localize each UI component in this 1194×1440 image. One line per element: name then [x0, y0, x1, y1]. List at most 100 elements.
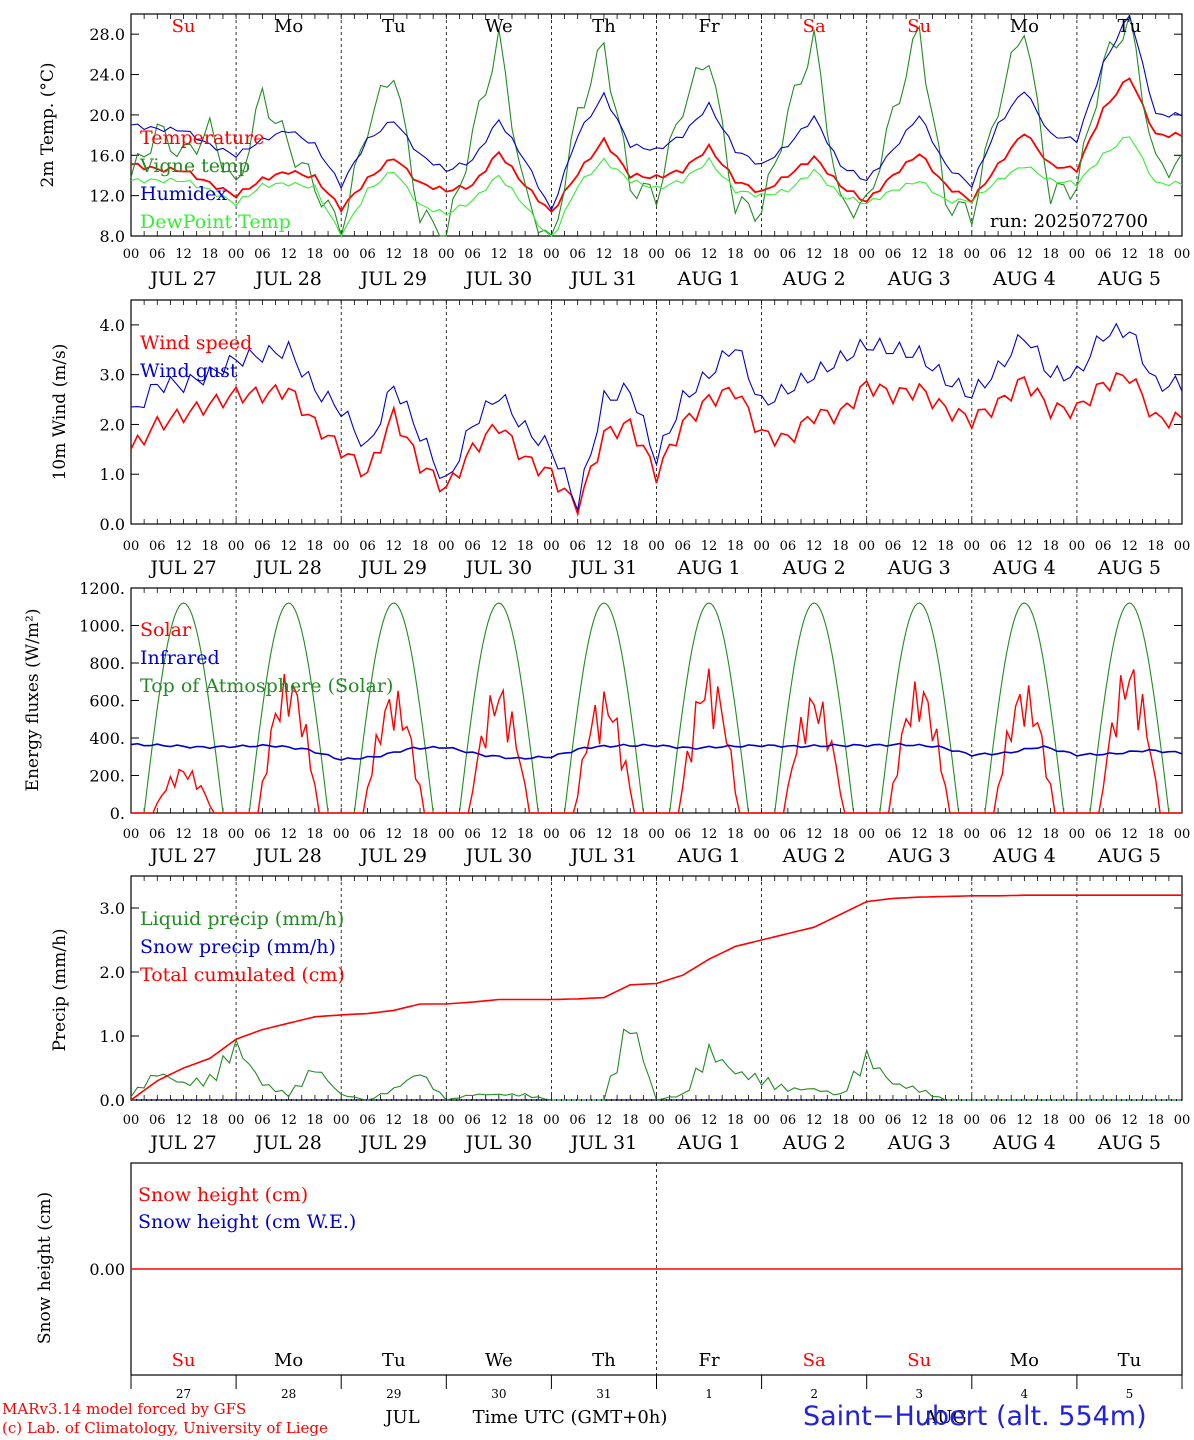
precip-legend-0: Liquid precip (mm/h): [140, 908, 344, 930]
energy-date-label: AUG 1: [677, 845, 741, 867]
temp-series-dewpoint-temp: [130, 136, 1183, 238]
temp-hour-label: 12: [491, 247, 508, 262]
precip-hour-label: 12: [175, 1113, 192, 1128]
wind-hour-label: 00: [123, 539, 140, 554]
temp-hour-label: 18: [1147, 247, 1164, 262]
energy-hour-label: 00: [858, 827, 875, 842]
precip-hour-label: 18: [307, 1113, 324, 1128]
temp-hour-label: 18: [727, 247, 744, 262]
bottom-date-label: 31: [596, 1387, 611, 1401]
temp-ytick-label: 28.0: [89, 25, 125, 44]
wind-hour-label: 06: [675, 539, 692, 554]
energy-hour-label: 06: [254, 827, 271, 842]
temp-hour-label: 00: [858, 247, 875, 262]
energy-hour-label: 12: [911, 827, 928, 842]
wind-hour-label: 00: [753, 539, 770, 554]
snow-legend-0: Snow height (cm): [138, 1184, 308, 1206]
precip-hour-label: 06: [569, 1113, 586, 1128]
energy-hour-label: 00: [333, 827, 350, 842]
energy-hour-label: 18: [727, 827, 744, 842]
energy-date-label: JUL 27: [148, 845, 216, 867]
energy-hour-label: 06: [675, 827, 692, 842]
energy-hour-label: 12: [385, 827, 402, 842]
temp-hour-label: 12: [701, 247, 718, 262]
temp-hour-label: 12: [1016, 247, 1033, 262]
precip-hour-label: 00: [753, 1113, 770, 1128]
energy-hour-label: 00: [964, 827, 981, 842]
energy-hour-label: 12: [596, 827, 613, 842]
wind-date-label: AUG 5: [1097, 557, 1161, 579]
energy-ytick-label: 800.: [89, 654, 125, 673]
precip-hour-label: 06: [464, 1113, 481, 1128]
wind-hour-label: 12: [1016, 539, 1033, 554]
energy-ytick-label: 1200.: [79, 579, 125, 598]
precip-date-label: JUL 31: [569, 1132, 637, 1154]
precip-ytick-label: 2.0: [100, 963, 125, 982]
energy-hour-label: 00: [753, 827, 770, 842]
energy-hour-label: 00: [438, 827, 455, 842]
wind-hour-label: 06: [885, 539, 902, 554]
wind-hour-label: 00: [648, 539, 665, 554]
temp-day-label: Fr: [699, 16, 720, 37]
precip-series-total: [130, 894, 1182, 1101]
wind-date-label: JUL 29: [359, 557, 427, 579]
precip-hour-label: 00: [543, 1113, 560, 1128]
precip-hour-label: 12: [385, 1113, 402, 1128]
temp-hour-label: 12: [596, 247, 613, 262]
precip-hour-label: 18: [727, 1113, 744, 1128]
wind-hour-label: 12: [806, 539, 823, 554]
temp-date-label: AUG 2: [782, 268, 846, 290]
energy-ytick-label: 400.: [89, 729, 125, 748]
energy-legend-2: Top of Atmosphere (Solar): [140, 675, 393, 697]
snow-legend-1: Snow height (cm W.E.): [138, 1211, 356, 1233]
temp-hour-label: 12: [911, 247, 928, 262]
precip-hour-label: 18: [1147, 1113, 1164, 1128]
temp-hour-label: 00: [1174, 247, 1191, 262]
wind-hour-label: 18: [202, 539, 219, 554]
energy-date-label: AUG 2: [782, 845, 846, 867]
temp-ytick-label: 16.0: [89, 146, 125, 165]
wind-hour-label: 18: [1042, 539, 1059, 554]
bottom-day-label: We: [485, 1350, 513, 1371]
energy-hour-label: 06: [464, 827, 481, 842]
wind-hour-label: 00: [858, 539, 875, 554]
temp-day-label: We: [485, 16, 513, 37]
wind-hour-label: 12: [911, 539, 928, 554]
energy-ylabel: Energy fluxes (W/m²): [23, 609, 43, 792]
precip-hour-label: 12: [280, 1113, 297, 1128]
energy-hour-label: 12: [806, 827, 823, 842]
precip-hour-label: 06: [885, 1113, 902, 1128]
precip-date-label: AUG 2: [782, 1132, 846, 1154]
temp-ylabel: 2m Temp. (°C): [38, 62, 58, 187]
bottom-day-label: Th: [592, 1350, 616, 1371]
model-credit: MARv3.14 model forced by GFS: [2, 1400, 247, 1418]
temp-date-label: JUL 30: [464, 268, 532, 290]
energy-date-label: JUL 30: [464, 845, 532, 867]
temp-series-vigne-temp: [130, 13, 1183, 239]
temp-date-label: JUL 31: [569, 268, 637, 290]
wind-hour-label: 06: [359, 539, 376, 554]
temp-day-label: Su: [907, 16, 931, 37]
energy-hour-label: 00: [648, 827, 665, 842]
temp-day-label: Tu: [382, 16, 406, 37]
temp-hour-label: 12: [280, 247, 297, 262]
bottom-date-label: 27: [176, 1387, 191, 1401]
bottom-month-left: JUL: [383, 1407, 419, 1428]
energy-hour-label: 06: [990, 827, 1007, 842]
precip-date-label: JUL 30: [464, 1132, 532, 1154]
wind-hour-label: 12: [175, 539, 192, 554]
precip-hour-label: 12: [911, 1113, 928, 1128]
temp-legend-0: Temperature: [140, 127, 264, 149]
temp-hour-label: 00: [1069, 247, 1086, 262]
energy-date-label: JUL 31: [569, 845, 637, 867]
precip-hour-label: 06: [675, 1113, 692, 1128]
energy-hour-label: 12: [280, 827, 297, 842]
precip-hour-label: 12: [491, 1113, 508, 1128]
wind-date-label: AUG 2: [782, 557, 846, 579]
precip-hour-label: 12: [701, 1113, 718, 1128]
wind-ytick-label: 1.0: [100, 465, 125, 484]
temp-hour-label: 00: [123, 247, 140, 262]
wind-hour-label: 00: [964, 539, 981, 554]
energy-date-label: AUG 3: [887, 845, 951, 867]
